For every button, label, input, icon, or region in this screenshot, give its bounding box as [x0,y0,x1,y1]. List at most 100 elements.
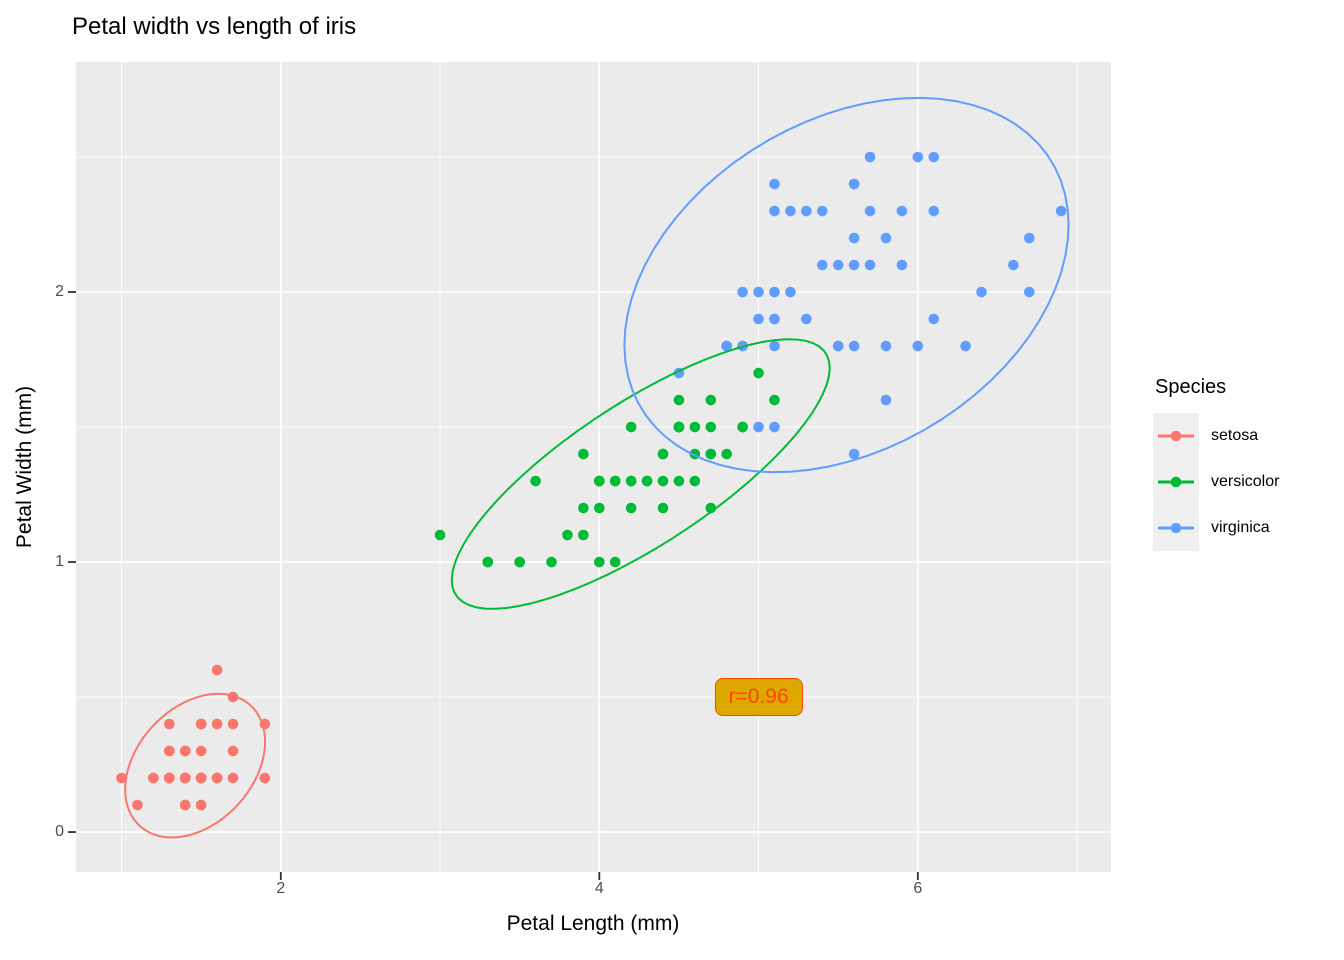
legend-label-virginica: virginica [1211,519,1270,536]
data-point-versicolor [594,556,605,568]
data-point-versicolor [673,475,685,487]
data-point-setosa [211,772,223,784]
data-point-versicolor [689,421,701,433]
data-point-versicolor [562,529,573,541]
data-point-virginica [864,151,876,163]
data-point-versicolor [625,421,637,433]
legend: Species setosa versicolor [1153,376,1338,551]
data-point-versicolor [546,556,557,568]
data-point-virginica [848,259,860,271]
data-point-setosa [195,799,207,811]
data-point-setosa [195,718,207,730]
data-point-versicolor [625,502,637,514]
data-point-virginica [769,313,780,325]
data-point-virginica [832,259,844,271]
data-point-setosa [195,772,207,784]
point-line-glyph-icon [1158,522,1194,534]
data-point-versicolor [625,475,637,487]
data-point-virginica [753,286,764,298]
data-point-versicolor [594,475,605,487]
plot-title: Petal width vs length of iris [72,13,357,40]
x-tick-label-2: 2 [276,880,286,897]
data-point-versicolor [721,448,733,460]
legend-item-versicolor: versicolor [1153,459,1338,505]
data-point-virginica [769,205,780,217]
data-point-virginica [848,340,860,352]
data-point-virginica [880,232,892,244]
data-point-versicolor [609,556,621,568]
data-point-virginica [769,340,780,352]
data-point-virginica [880,394,892,406]
data-point-virginica [960,340,971,352]
data-point-setosa [132,799,143,811]
legend-title: Species [1155,376,1227,398]
data-point-virginica [1008,259,1019,271]
confidence-ellipse-versicolor [450,338,831,610]
data-point-virginica [848,448,860,460]
data-point-versicolor [578,448,589,460]
data-point-virginica [769,421,780,433]
data-point-setosa [211,718,223,730]
data-point-versicolor [705,394,717,406]
data-point-setosa [227,718,239,730]
data-point-versicolor [578,502,589,514]
data-point-setosa [179,772,191,784]
data-point-virginica [912,340,924,352]
correlation-annotation: r=0.96 [714,678,803,717]
data-point-virginica [928,205,940,217]
x-axis-title: Petal Length (mm) [506,912,680,935]
data-point-setosa [227,772,239,784]
y-tick-label-1: 1 [55,553,64,571]
data-point-setosa [116,772,127,784]
data-point-setosa [259,772,271,784]
data-point-virginica [721,340,733,352]
y-axis-title: Petal Width (mm) [13,385,36,549]
data-point-virginica [976,286,987,298]
data-point-versicolor [689,475,701,487]
data-point-virginica [864,205,876,217]
legend-key-setosa [1153,413,1199,459]
data-point-virginica [832,340,844,352]
data-point-versicolor [482,556,494,568]
data-point-setosa [179,799,191,811]
data-point-virginica [1055,205,1067,217]
data-point-setosa [211,664,223,676]
y-tick-label-2: 2 [55,283,64,301]
x-tick-label-4: 4 [594,880,604,897]
data-point-virginica [753,421,764,433]
data-point-versicolor [753,367,764,379]
data-point-virginica [864,259,876,271]
data-point-versicolor [657,475,669,487]
data-point-versicolor [594,502,605,514]
data-point-setosa [227,745,239,757]
data-point-versicolor [705,448,717,460]
data-point-setosa [164,772,175,784]
point-line-glyph-icon [1158,430,1194,442]
legend-key-virginica [1153,505,1199,551]
data-point-virginica [912,151,924,163]
data-point-virginica [928,151,940,163]
data-point-virginica [928,313,940,325]
data-point-versicolor [641,475,653,487]
y-tick-label-0: 0 [55,823,64,841]
data-point-versicolor [769,394,780,406]
data-point-virginica [785,205,796,217]
data-point-versicolor [673,394,685,406]
data-point-versicolor [657,448,669,460]
data-point-virginica [880,340,892,352]
x-tick-label-6: 6 [913,880,923,897]
data-point-virginica [1024,286,1035,298]
legend-item-setosa: setosa [1153,413,1338,459]
data-point-versicolor [530,475,541,487]
data-point-versicolor [578,529,589,541]
data-point-setosa [164,718,175,730]
legend-key-versicolor [1153,459,1199,505]
data-point-virginica [737,286,748,298]
data-point-versicolor [609,475,621,487]
data-point-virginica [785,286,796,298]
data-point-virginica [816,205,828,217]
legend-label-setosa: setosa [1211,427,1259,444]
data-point-setosa [195,745,207,757]
